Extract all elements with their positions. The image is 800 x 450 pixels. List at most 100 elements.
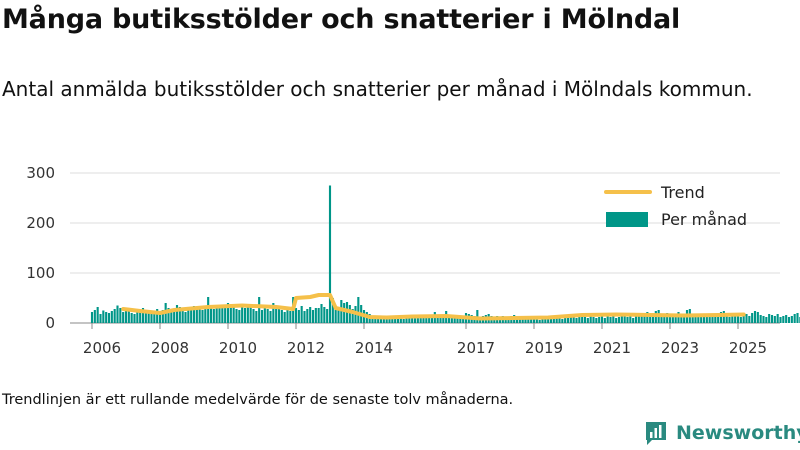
bar: [348, 305, 351, 323]
bar: [328, 185, 332, 323]
bar: [215, 308, 218, 323]
bar: [413, 318, 417, 323]
bar: [272, 303, 275, 323]
bar: [124, 309, 128, 323]
bar: [405, 317, 408, 323]
bar: [691, 317, 694, 323]
chart-title: Många butiksstölder och snatterier i Möl…: [2, 4, 681, 35]
bar: [221, 306, 224, 323]
bar: [632, 318, 635, 323]
x-tick-label: 2010: [219, 339, 257, 357]
bar: [416, 317, 419, 323]
bar: [246, 304, 249, 323]
bar: [612, 316, 615, 323]
brand-logo[interactable]: Newsworthy: [644, 420, 800, 446]
bar: [671, 317, 674, 323]
bar: [294, 308, 298, 323]
bar: [640, 313, 643, 323]
bar: [677, 312, 680, 323]
bar: [586, 318, 589, 323]
bar: [725, 316, 728, 323]
bar: [504, 318, 507, 323]
bar: [785, 315, 788, 323]
bar: [521, 318, 524, 323]
bar: [181, 310, 184, 323]
x-tick-label: 2006: [83, 339, 121, 357]
bar: [575, 318, 578, 323]
bar: [711, 316, 714, 323]
bar: [544, 317, 547, 323]
bar: [617, 317, 621, 323]
bar: [382, 319, 385, 323]
bar: [705, 314, 708, 323]
legend-bar-label: Per månad: [661, 210, 747, 229]
bar: [442, 317, 445, 323]
bar: [252, 309, 255, 323]
bar: [300, 306, 303, 323]
bar: [566, 318, 570, 323]
bar: [615, 318, 618, 323]
bar: [266, 309, 269, 323]
bar: [204, 307, 207, 323]
bar: [515, 318, 519, 323]
x-axis: 2006 2008 2010 2012 2014 2017 2019 2021 2023 2025: [83, 323, 767, 357]
bar: [756, 312, 759, 323]
bar: [595, 318, 598, 323]
bar: [668, 316, 672, 323]
bar: [450, 315, 453, 323]
bar: [258, 297, 261, 323]
bar: [379, 318, 383, 323]
bar: [96, 307, 99, 323]
bar: [430, 317, 434, 323]
bar: [158, 312, 162, 323]
y-tick-label: 300: [26, 164, 55, 182]
bar: [99, 314, 102, 323]
bar: [787, 317, 791, 323]
bar: [116, 305, 119, 323]
bar: [119, 308, 122, 323]
bar: [323, 307, 326, 323]
bar: [351, 309, 354, 323]
bar: [728, 317, 731, 323]
bar: [207, 297, 210, 323]
bar: [303, 311, 306, 323]
bar: [620, 316, 623, 323]
bar: [113, 309, 116, 323]
bar: [683, 316, 686, 323]
bar: [156, 309, 159, 323]
bar: [419, 316, 422, 323]
bar: [637, 316, 640, 323]
bar: [425, 317, 428, 323]
bar: [581, 314, 584, 323]
bar: [634, 315, 638, 323]
bar: [626, 317, 629, 323]
bar: [167, 308, 170, 323]
bar: [249, 306, 252, 323]
bar: [243, 308, 247, 323]
bar: [779, 317, 782, 323]
bar: [447, 316, 451, 323]
bar: [552, 317, 555, 323]
bar: [314, 308, 317, 323]
bar: [337, 308, 340, 323]
bar: [666, 313, 669, 323]
bar: [793, 314, 796, 323]
bar: [739, 317, 742, 323]
bar: [139, 312, 142, 323]
bar: [518, 317, 521, 323]
bar: [93, 310, 96, 323]
bar: [280, 310, 283, 323]
bar: [765, 317, 768, 323]
bar: [428, 318, 431, 323]
bar: [680, 315, 683, 323]
bar: [408, 316, 411, 323]
bar: [399, 318, 402, 323]
bar: [238, 310, 241, 323]
bar: [201, 310, 204, 323]
bar: [309, 307, 312, 323]
bar: [141, 308, 145, 323]
bar: [175, 305, 179, 323]
bar: [374, 318, 377, 323]
bar: [768, 314, 771, 323]
bar: [153, 311, 156, 323]
